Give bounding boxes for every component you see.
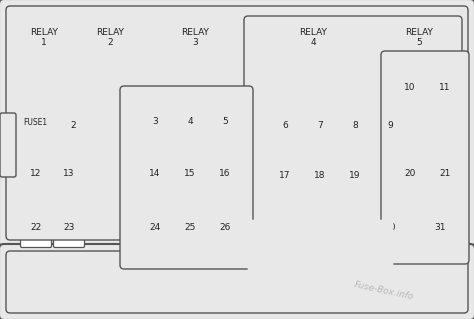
Text: 2: 2 bbox=[70, 122, 76, 130]
FancyBboxPatch shape bbox=[268, 106, 301, 146]
Text: RELAY
1: RELAY 1 bbox=[30, 28, 58, 47]
FancyBboxPatch shape bbox=[58, 106, 88, 146]
Text: RELAY
3: RELAY 3 bbox=[182, 28, 210, 47]
FancyBboxPatch shape bbox=[374, 106, 407, 146]
FancyBboxPatch shape bbox=[146, 9, 245, 66]
Text: 24: 24 bbox=[149, 222, 161, 232]
FancyBboxPatch shape bbox=[0, 0, 474, 247]
Text: 8: 8 bbox=[352, 122, 358, 130]
Text: 16: 16 bbox=[219, 169, 231, 179]
FancyBboxPatch shape bbox=[0, 113, 16, 177]
Text: 6: 6 bbox=[282, 122, 288, 130]
FancyBboxPatch shape bbox=[374, 206, 407, 248]
Text: Fuse-Box.info: Fuse-Box.info bbox=[353, 280, 415, 302]
Text: 13: 13 bbox=[63, 169, 75, 179]
FancyBboxPatch shape bbox=[12, 9, 75, 66]
Text: 28: 28 bbox=[314, 222, 326, 232]
FancyBboxPatch shape bbox=[120, 86, 253, 269]
Text: 22: 22 bbox=[30, 222, 42, 232]
Text: 17: 17 bbox=[279, 171, 291, 180]
FancyBboxPatch shape bbox=[428, 66, 462, 108]
Text: 5: 5 bbox=[222, 117, 228, 126]
Text: 14: 14 bbox=[149, 169, 161, 179]
Text: 20: 20 bbox=[404, 169, 416, 179]
FancyBboxPatch shape bbox=[209, 99, 241, 145]
Text: RELAY
4: RELAY 4 bbox=[299, 28, 327, 47]
FancyBboxPatch shape bbox=[393, 66, 427, 108]
FancyBboxPatch shape bbox=[381, 51, 469, 264]
FancyBboxPatch shape bbox=[428, 153, 462, 195]
Text: FUSE1: FUSE1 bbox=[23, 118, 47, 127]
FancyBboxPatch shape bbox=[209, 206, 241, 248]
FancyBboxPatch shape bbox=[338, 206, 372, 248]
Text: 12: 12 bbox=[30, 169, 42, 179]
FancyBboxPatch shape bbox=[13, 99, 56, 146]
FancyBboxPatch shape bbox=[244, 16, 462, 279]
FancyBboxPatch shape bbox=[173, 153, 207, 195]
FancyBboxPatch shape bbox=[338, 106, 372, 146]
Text: 3: 3 bbox=[152, 117, 158, 126]
FancyBboxPatch shape bbox=[248, 220, 393, 270]
Text: 31: 31 bbox=[434, 222, 446, 232]
FancyBboxPatch shape bbox=[252, 9, 374, 66]
Text: 29: 29 bbox=[349, 222, 361, 232]
FancyBboxPatch shape bbox=[54, 153, 84, 195]
FancyBboxPatch shape bbox=[138, 206, 172, 248]
FancyBboxPatch shape bbox=[20, 153, 52, 195]
Text: 4: 4 bbox=[187, 117, 193, 126]
FancyBboxPatch shape bbox=[6, 251, 468, 313]
Text: 11: 11 bbox=[439, 83, 451, 92]
FancyBboxPatch shape bbox=[209, 153, 241, 195]
Text: 15: 15 bbox=[184, 169, 196, 179]
FancyBboxPatch shape bbox=[138, 99, 172, 145]
Text: 19: 19 bbox=[349, 171, 361, 180]
FancyBboxPatch shape bbox=[381, 9, 458, 66]
FancyBboxPatch shape bbox=[452, 138, 468, 177]
FancyBboxPatch shape bbox=[268, 206, 301, 248]
FancyBboxPatch shape bbox=[452, 93, 468, 132]
FancyBboxPatch shape bbox=[0, 244, 474, 319]
Text: 9: 9 bbox=[387, 122, 393, 130]
FancyBboxPatch shape bbox=[54, 206, 84, 248]
Text: 30: 30 bbox=[384, 222, 396, 232]
FancyBboxPatch shape bbox=[173, 99, 207, 145]
Text: 23: 23 bbox=[64, 222, 75, 232]
Text: 27: 27 bbox=[279, 222, 291, 232]
FancyBboxPatch shape bbox=[303, 206, 337, 248]
FancyBboxPatch shape bbox=[138, 153, 172, 195]
Text: 26: 26 bbox=[219, 222, 231, 232]
Text: 18: 18 bbox=[314, 171, 326, 180]
Text: RELAY
5: RELAY 5 bbox=[406, 28, 433, 47]
FancyBboxPatch shape bbox=[20, 206, 52, 248]
FancyBboxPatch shape bbox=[338, 152, 372, 199]
Text: 7: 7 bbox=[317, 122, 323, 130]
FancyBboxPatch shape bbox=[6, 6, 468, 240]
Text: 25: 25 bbox=[184, 222, 196, 232]
Text: 10: 10 bbox=[404, 83, 416, 92]
FancyBboxPatch shape bbox=[268, 152, 301, 199]
Text: 21: 21 bbox=[439, 169, 451, 179]
FancyBboxPatch shape bbox=[303, 106, 337, 146]
FancyBboxPatch shape bbox=[423, 206, 456, 248]
FancyBboxPatch shape bbox=[303, 152, 337, 199]
Text: RELAY
2: RELAY 2 bbox=[96, 28, 124, 47]
FancyBboxPatch shape bbox=[393, 153, 427, 195]
FancyBboxPatch shape bbox=[173, 206, 207, 248]
FancyBboxPatch shape bbox=[79, 9, 142, 66]
